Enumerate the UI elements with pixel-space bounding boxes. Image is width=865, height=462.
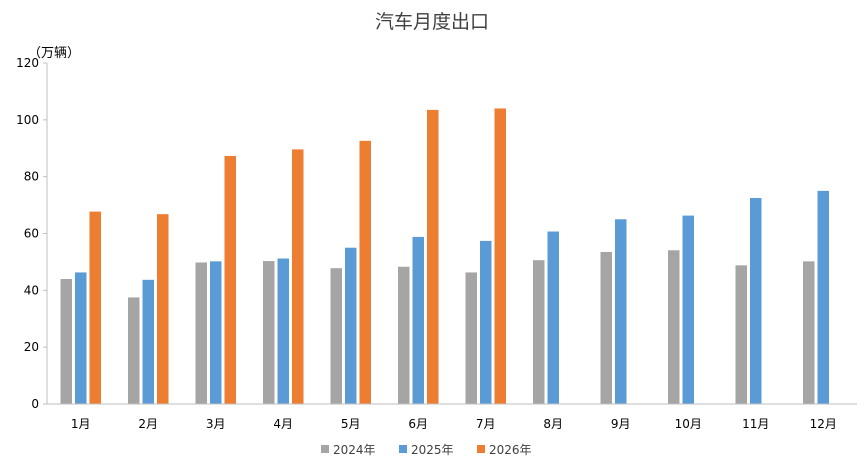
y-tick-label: 0 bbox=[31, 397, 39, 411]
bar-2024年-9月 bbox=[600, 251, 612, 404]
legend-label: 2024年 bbox=[333, 443, 376, 457]
x-tick-label: 10月 bbox=[675, 417, 702, 431]
y-tick-label: 100 bbox=[16, 113, 39, 127]
bar-2024年-6月 bbox=[398, 266, 410, 404]
bar-2025年-11月 bbox=[750, 197, 762, 404]
bar-2026年-5月 bbox=[359, 140, 371, 404]
y-tick-label: 60 bbox=[24, 227, 39, 241]
bar-2025年-2月 bbox=[142, 279, 154, 404]
bar-2024年-11月 bbox=[735, 265, 747, 404]
x-tick-label: 7月 bbox=[476, 417, 496, 431]
bar-2026年-4月 bbox=[292, 149, 304, 404]
y-tick-label: 120 bbox=[16, 56, 39, 70]
bar-2025年-8月 bbox=[547, 231, 559, 404]
x-tick-label: 8月 bbox=[543, 417, 563, 431]
x-tick-label: 4月 bbox=[273, 417, 293, 431]
bar-2025年-1月 bbox=[75, 272, 87, 404]
y-axis: 0 20 40 60 80 100 120 bbox=[16, 56, 47, 411]
bar-2024年-12月 bbox=[803, 261, 815, 404]
bar-2025年-9月 bbox=[615, 219, 627, 404]
bar-2025年-5月 bbox=[345, 247, 357, 404]
chart-title: 汽车月度出口 bbox=[375, 11, 489, 33]
y-tick-label: 80 bbox=[24, 170, 39, 184]
bar-2024年-10月 bbox=[668, 250, 680, 404]
legend-label: 2026年 bbox=[489, 443, 532, 457]
legend-swatch bbox=[321, 445, 329, 453]
y-tick-label: 20 bbox=[24, 340, 39, 354]
bar-2026年-3月 bbox=[224, 155, 236, 404]
legend-swatch bbox=[399, 445, 407, 453]
bar-2025年-4月 bbox=[277, 258, 289, 404]
bar-2024年-4月 bbox=[263, 261, 275, 404]
bar-2025年-7月 bbox=[480, 240, 492, 404]
x-tick-label: 6月 bbox=[408, 417, 428, 431]
y-tick-label: 40 bbox=[24, 283, 39, 297]
x-tick-label: 1月 bbox=[71, 417, 91, 431]
bar-2025年-10月 bbox=[682, 215, 694, 404]
bar-2024年-2月 bbox=[128, 297, 140, 404]
bars bbox=[60, 108, 829, 404]
y-axis-unit-label: （万辆） bbox=[28, 46, 80, 61]
x-tick-label: 2月 bbox=[138, 417, 158, 431]
legend: 2024年 2025年 2026年 bbox=[321, 443, 532, 457]
bar-2024年-1月 bbox=[60, 278, 72, 404]
bar-2025年-12月 bbox=[817, 190, 829, 404]
bar-2025年-3月 bbox=[210, 261, 222, 404]
bar-2024年-5月 bbox=[330, 268, 342, 404]
bar-2024年-3月 bbox=[195, 262, 207, 404]
legend-label: 2025年 bbox=[411, 443, 454, 457]
x-tick-label: 3月 bbox=[206, 417, 226, 431]
x-tick-label: 11月 bbox=[742, 417, 769, 431]
legend-swatch bbox=[477, 445, 485, 453]
bar-2026年-1月 bbox=[89, 211, 101, 404]
x-tick-label: 9月 bbox=[611, 417, 631, 431]
x-axis: 1月 2月 3月 4月 5月 6月 7月 8月 9月 10月 11月 12月 bbox=[71, 417, 837, 431]
bar-2026年-6月 bbox=[427, 109, 439, 404]
x-tick-label: 5月 bbox=[341, 417, 361, 431]
bar-2026年-2月 bbox=[157, 214, 169, 404]
bar-2024年-8月 bbox=[533, 260, 545, 404]
x-tick-label: 12月 bbox=[810, 417, 837, 431]
bar-2024年-7月 bbox=[465, 272, 477, 404]
bar-2025年-6月 bbox=[412, 236, 424, 404]
bar-2026年-7月 bbox=[494, 108, 506, 404]
